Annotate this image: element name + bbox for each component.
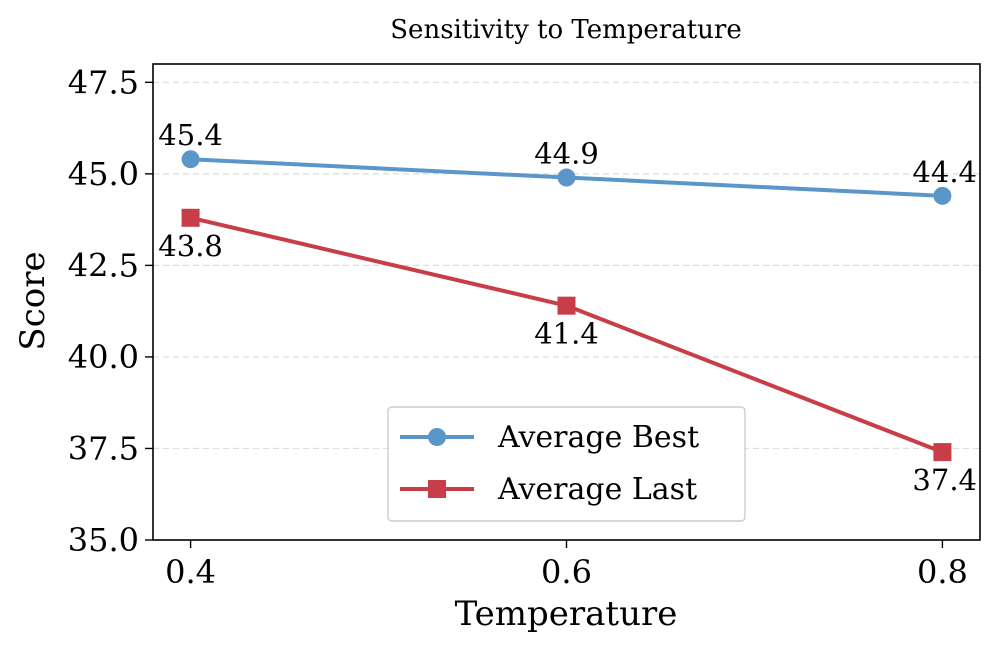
data-point [557, 168, 576, 187]
data-point [181, 208, 200, 227]
legend: Average Best Average Last [387, 406, 746, 522]
legend-item: Average Best [400, 420, 699, 455]
y-tick-label: 37.5 [68, 429, 139, 467]
x-tick-label: 0.4 [165, 553, 216, 591]
data-point [933, 186, 952, 205]
data-label: 41.4 [534, 317, 599, 351]
legend-marker [428, 480, 446, 498]
axis-ticks: 35.0 37.5 40.0 42.5 45.0 47.5 0.4 0.6 0.8 [68, 63, 968, 591]
series-average-best: 45.4 44.9 44.4 [158, 118, 977, 205]
chart-title: Sensitivity to Temperature [390, 15, 741, 45]
data-label: 37.4 [912, 463, 977, 497]
data-label: 44.4 [912, 155, 977, 189]
legend-marker [428, 428, 446, 446]
y-tick-label: 47.5 [68, 63, 139, 101]
data-point [181, 150, 200, 169]
data-label: 43.8 [158, 229, 223, 263]
x-tick-label: 0.6 [541, 553, 592, 591]
legend-item: Average Last [400, 472, 697, 507]
y-tick-label: 42.5 [68, 246, 139, 284]
data-label: 45.4 [158, 118, 223, 152]
legend-box [387, 406, 746, 522]
data-point [933, 443, 952, 462]
y-axis-label: Score [13, 251, 53, 350]
series-layer: 45.4 44.9 44.4 43.8 41.4 37.4 [158, 118, 977, 497]
legend-label: Average Last [497, 472, 697, 507]
x-tick-label: 0.8 [917, 553, 968, 591]
y-tick-label: 40.0 [68, 338, 139, 376]
y-tick-label: 45.0 [68, 155, 139, 193]
legend-label: Average Best [497, 420, 699, 455]
data-point [557, 296, 576, 315]
data-label: 44.9 [534, 137, 599, 171]
series-average-last: 43.8 41.4 37.4 [158, 208, 977, 497]
y-tick-label: 35.0 [68, 521, 139, 559]
x-axis-label: Temperature [455, 594, 678, 634]
